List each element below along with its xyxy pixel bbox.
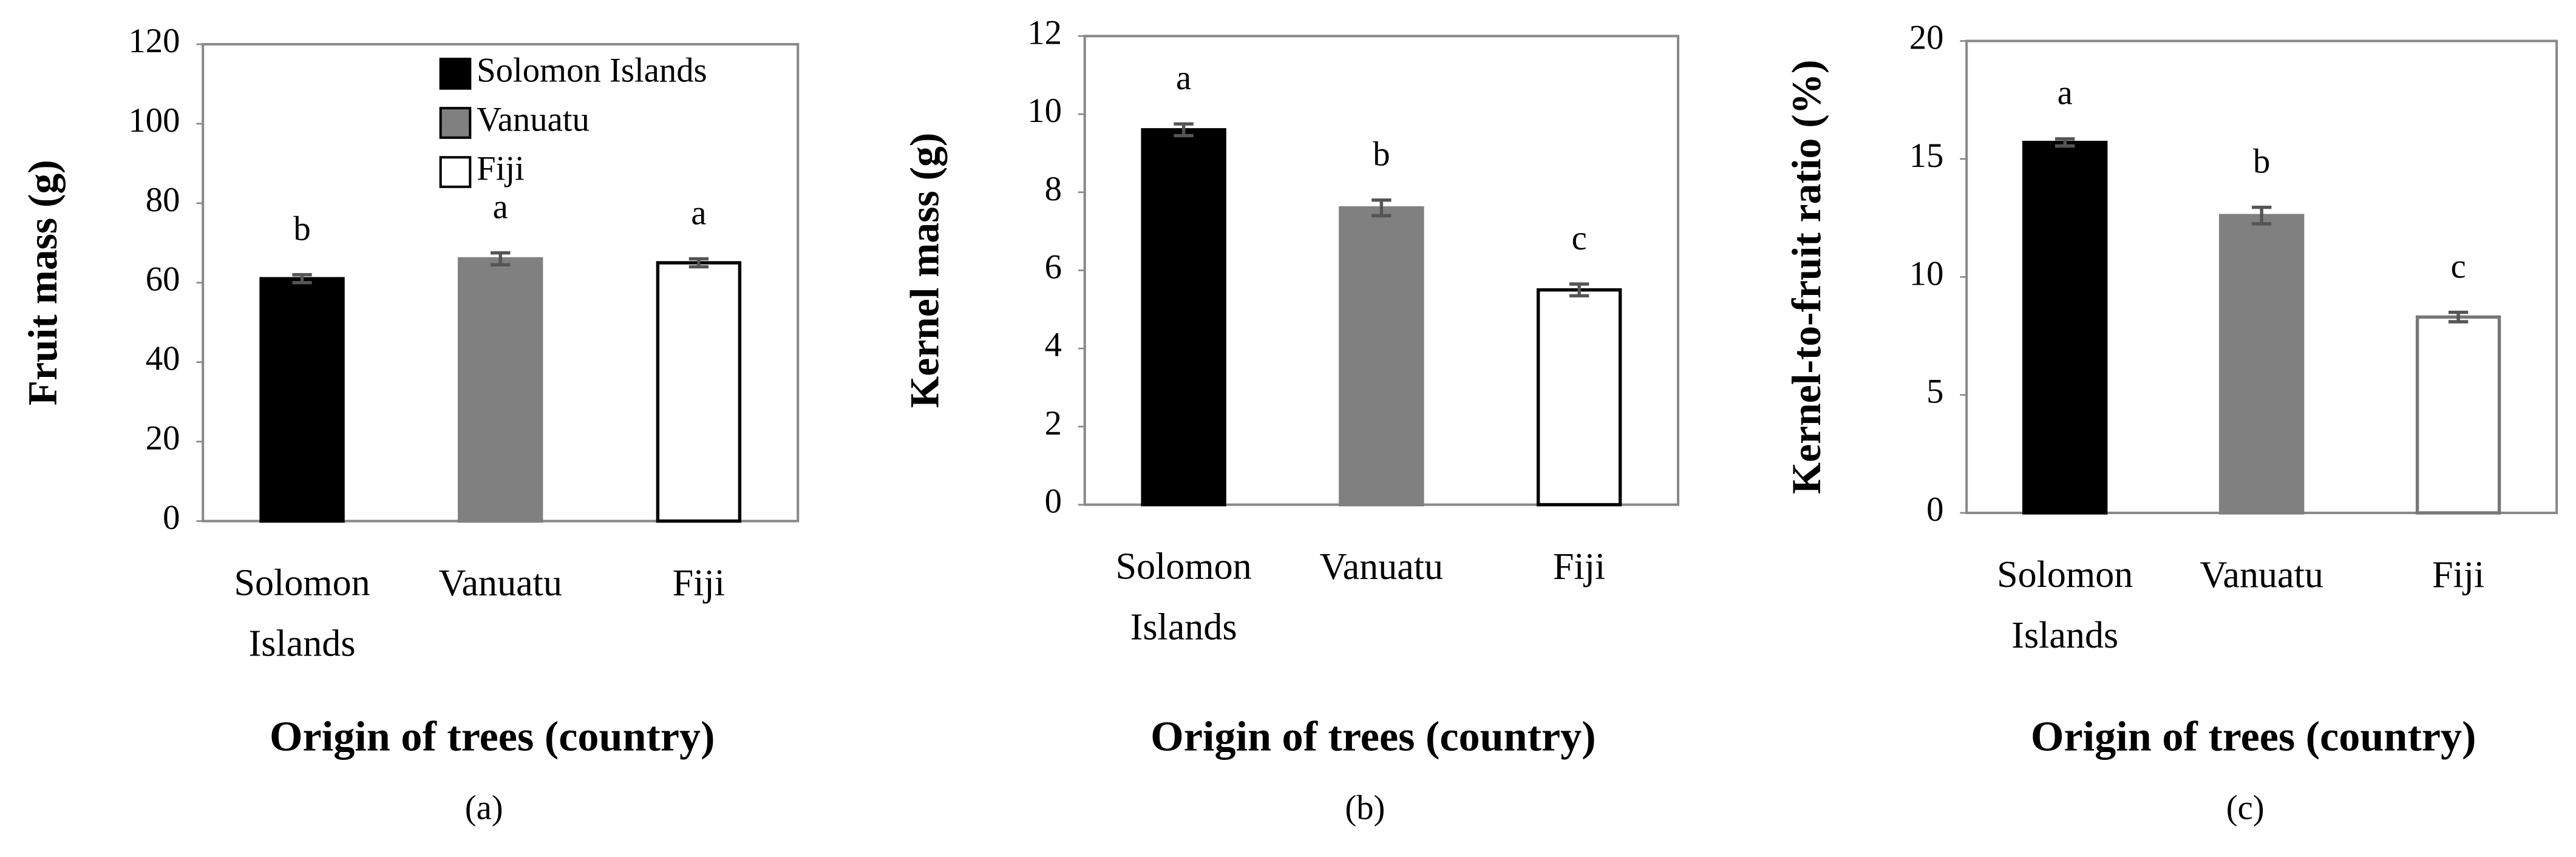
y-tick-label: 4 bbox=[1045, 326, 1062, 364]
x-tick-label: Solomon Islands bbox=[234, 563, 370, 665]
y-axis-label: Fruit mass (g) bbox=[20, 160, 66, 405]
significance-letter: b bbox=[293, 209, 310, 248]
x-tick-label: Vanuatu bbox=[1320, 546, 1443, 588]
significance-letter: b bbox=[1373, 135, 1390, 173]
x-axis-label: Origin of trees (country) bbox=[270, 713, 715, 760]
legend-swatch bbox=[439, 58, 472, 90]
significance-letter: a bbox=[691, 194, 706, 232]
bar bbox=[656, 261, 742, 523]
y-tick-label: 6 bbox=[1045, 248, 1062, 286]
y-tick-label: 0 bbox=[163, 499, 180, 537]
significance-letter: a bbox=[1176, 59, 1191, 97]
x-tick-label: Solomon Islands bbox=[1997, 554, 2133, 656]
bar bbox=[2415, 315, 2501, 515]
significance-letter: a bbox=[2058, 74, 2073, 112]
legend-label: Fiji bbox=[477, 149, 525, 188]
legend-label: Vanuatu bbox=[477, 101, 590, 139]
x-tick-label: Fiji bbox=[673, 563, 725, 604]
legend-label: Solomon Islands bbox=[477, 52, 707, 90]
error-bar bbox=[688, 257, 709, 269]
error-bar bbox=[2251, 205, 2272, 226]
bar bbox=[1141, 128, 1226, 507]
y-tick-label: 0 bbox=[1926, 490, 1943, 529]
y-tick-label: 8 bbox=[1045, 170, 1062, 208]
y-axis-label: Kernel mass (g) bbox=[902, 133, 948, 408]
bar bbox=[2218, 214, 2305, 515]
error-bar bbox=[2448, 310, 2469, 323]
significance-letter: c bbox=[1572, 219, 1587, 257]
significance-letter: b bbox=[2253, 142, 2270, 180]
y-tick-label: 20 bbox=[1909, 19, 1944, 57]
x-tick-label: Vanuatu bbox=[439, 563, 562, 604]
y-axis-label: Kernel-to-fruit ratio (%) bbox=[1784, 59, 1829, 494]
y-tick-label: 0 bbox=[1045, 483, 1062, 521]
error-bar bbox=[2055, 137, 2075, 148]
error-bar bbox=[292, 273, 312, 285]
bar bbox=[1339, 206, 1424, 507]
y-tick-label: 40 bbox=[146, 340, 180, 378]
y-tick-label: 10 bbox=[1909, 254, 1944, 293]
y-tick-label: 120 bbox=[128, 22, 180, 60]
x-tick-label: Vanuatu bbox=[2200, 554, 2323, 595]
error-bar bbox=[1569, 282, 1589, 297]
y-tick-label: 20 bbox=[146, 419, 180, 458]
panel-label: (b) bbox=[1345, 788, 1385, 827]
significance-letter: c bbox=[2451, 247, 2466, 285]
y-tick-label: 2 bbox=[1045, 404, 1062, 442]
x-tick-label: Fiji bbox=[1553, 546, 1605, 588]
legend-swatch bbox=[439, 156, 472, 188]
error-bar bbox=[491, 251, 511, 266]
x-tick-label: Solomon Islands bbox=[1116, 546, 1252, 648]
bar bbox=[259, 277, 345, 523]
significance-letter: a bbox=[493, 188, 508, 226]
y-tick-label: 10 bbox=[1027, 92, 1062, 130]
bar bbox=[458, 257, 543, 523]
error-bar bbox=[1371, 198, 1392, 218]
y-tick-label: 100 bbox=[128, 101, 180, 140]
y-tick-label: 5 bbox=[1926, 373, 1943, 411]
x-axis-label: Origin of trees (country) bbox=[1150, 713, 1596, 760]
y-tick-label: 80 bbox=[146, 181, 180, 219]
x-tick-label: Fiji bbox=[2432, 554, 2484, 595]
legend-swatch bbox=[439, 107, 472, 139]
panel-label: (c) bbox=[2226, 788, 2265, 827]
panel-label: (a) bbox=[465, 788, 503, 827]
y-tick-label: 12 bbox=[1027, 13, 1062, 52]
bar bbox=[1536, 288, 1622, 507]
y-tick-label: 60 bbox=[146, 260, 180, 299]
bar bbox=[2022, 140, 2108, 515]
x-axis-label: Origin of trees (country) bbox=[2031, 713, 2476, 760]
error-bar bbox=[1174, 122, 1194, 138]
y-tick-label: 15 bbox=[1909, 137, 1944, 175]
